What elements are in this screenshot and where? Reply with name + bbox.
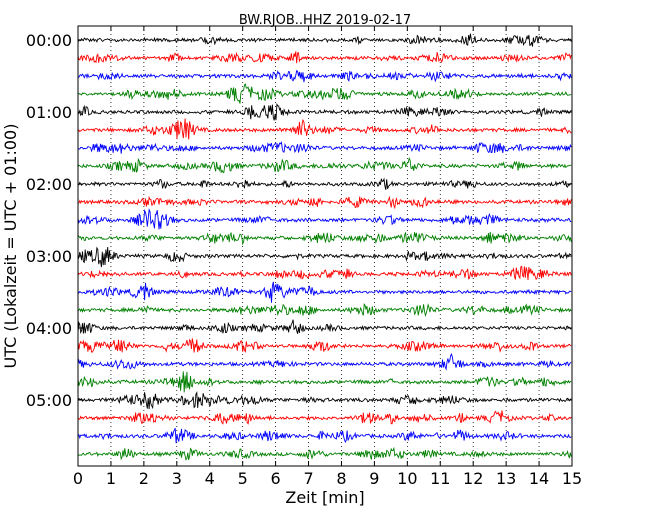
x-tick-label-1: 1 [106,469,116,488]
y-axis-ticks: 00:00 01:00 02:00 03:00 04:00 05:00 [26,31,572,410]
trace-row-0 [77,33,572,47]
trace-row-10 [77,208,572,230]
x-tick-label-4: 4 [205,469,215,488]
x-tick-label-15: 15 [562,469,582,488]
seismogram-traces [77,33,572,461]
trace-row-1 [77,51,572,64]
trace-row-11 [77,231,572,246]
trace-row-6 [77,141,572,154]
trace-row-21 [77,410,572,425]
trace-row-12 [77,246,572,268]
trace-row-5 [77,118,572,140]
trace-row-15 [77,303,572,318]
y-tick-label-1: 01:00 [26,103,72,122]
trace-row-3 [77,83,572,104]
x-tick-label-7: 7 [303,469,313,488]
x-tick-label-5: 5 [238,469,248,488]
y-tick-label-4: 04:00 [26,319,72,338]
x-tick-label-9: 9 [369,469,379,488]
trace-row-2 [77,69,572,83]
x-tick-label-11: 11 [430,469,450,488]
x-tick-label-3: 3 [172,469,182,488]
y-tick-label-2: 02:00 [26,175,72,194]
x-tick-label-2: 2 [139,469,149,488]
trace-row-23 [77,446,572,461]
trace-row-17 [77,338,572,354]
trace-row-13 [77,265,572,281]
grid-lines [110,26,540,466]
trace-row-20 [77,391,572,410]
x-tick-label-14: 14 [529,469,549,488]
trace-row-7 [77,156,572,174]
trace-row-18 [77,352,572,371]
chart-title: BW.RJOB..HHZ 2019-02-17 [239,13,411,28]
trace-row-9 [77,195,572,210]
trace-row-8 [77,177,572,190]
y-tick-label-5: 05:00 [26,391,72,410]
trace-row-14 [77,281,572,303]
y-tick-label-0: 00:00 [26,31,72,50]
x-tick-label-0: 0 [73,469,83,488]
y-tick-label-3: 03:00 [26,247,72,266]
x-tick-label-12: 12 [463,469,483,488]
trace-row-4 [77,102,572,121]
x-axis-ticks: 0 1 2 3 4 5 6 7 8 9 10 11 12 13 14 15 [73,26,582,488]
trace-row-19 [77,371,572,393]
x-tick-label-8: 8 [336,469,346,488]
y-axis-label: UTC (Lokalzeit = UTC + 01:00) [1,124,20,369]
x-tick-label-6: 6 [271,469,281,488]
plot-frame [77,25,573,467]
x-axis-label: Zeit [min] [285,488,364,507]
x-tick-label-13: 13 [496,469,516,488]
x-tick-label-10: 10 [397,469,417,488]
trace-row-16 [77,319,572,335]
trace-row-22 [77,427,572,444]
